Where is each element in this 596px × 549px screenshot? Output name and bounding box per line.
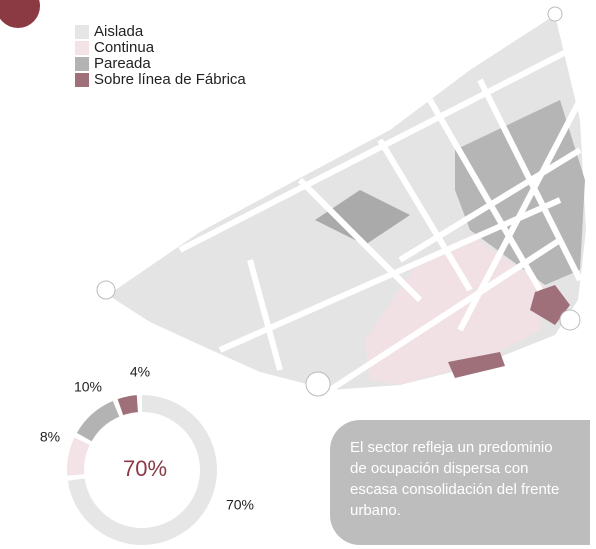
note-line: El sector refleja un predominio <box>350 439 553 456</box>
center-label: 70% <box>123 456 167 481</box>
legend-label: Sobre línea de Fábrica <box>94 71 246 88</box>
donut: 70% 8% 10% 4% 70% <box>40 364 254 545</box>
note-box <box>330 420 590 545</box>
legend-swatch <box>75 73 89 87</box>
donut-slice <box>76 400 120 442</box>
donut-slice <box>117 395 138 416</box>
node <box>547 6 563 22</box>
slice-label: 10% <box>74 379 102 395</box>
note-line: escasa consolidación del frente <box>350 481 559 498</box>
slice-label: 70% <box>226 497 254 513</box>
legend-label: Continua <box>94 39 155 56</box>
block <box>530 285 570 325</box>
legend-swatch <box>75 57 89 71</box>
node <box>305 371 331 397</box>
node <box>96 280 116 300</box>
node <box>559 309 581 331</box>
slice-label: 8% <box>40 429 60 445</box>
block <box>448 352 505 378</box>
block <box>315 190 410 245</box>
map <box>96 6 586 397</box>
note-line: urbano. <box>350 502 401 519</box>
legend-label: Aislada <box>94 23 144 40</box>
note-line: de ocupación dispersa con <box>350 460 528 477</box>
badge <box>0 0 40 28</box>
note: El sector refleja un predominio de ocupac… <box>350 439 559 519</box>
slice-label: 4% <box>130 364 150 380</box>
legend-swatch <box>75 41 89 55</box>
legend-label: Pareada <box>94 55 151 72</box>
donut-slice <box>66 437 90 476</box>
legend-swatch <box>75 25 89 39</box>
